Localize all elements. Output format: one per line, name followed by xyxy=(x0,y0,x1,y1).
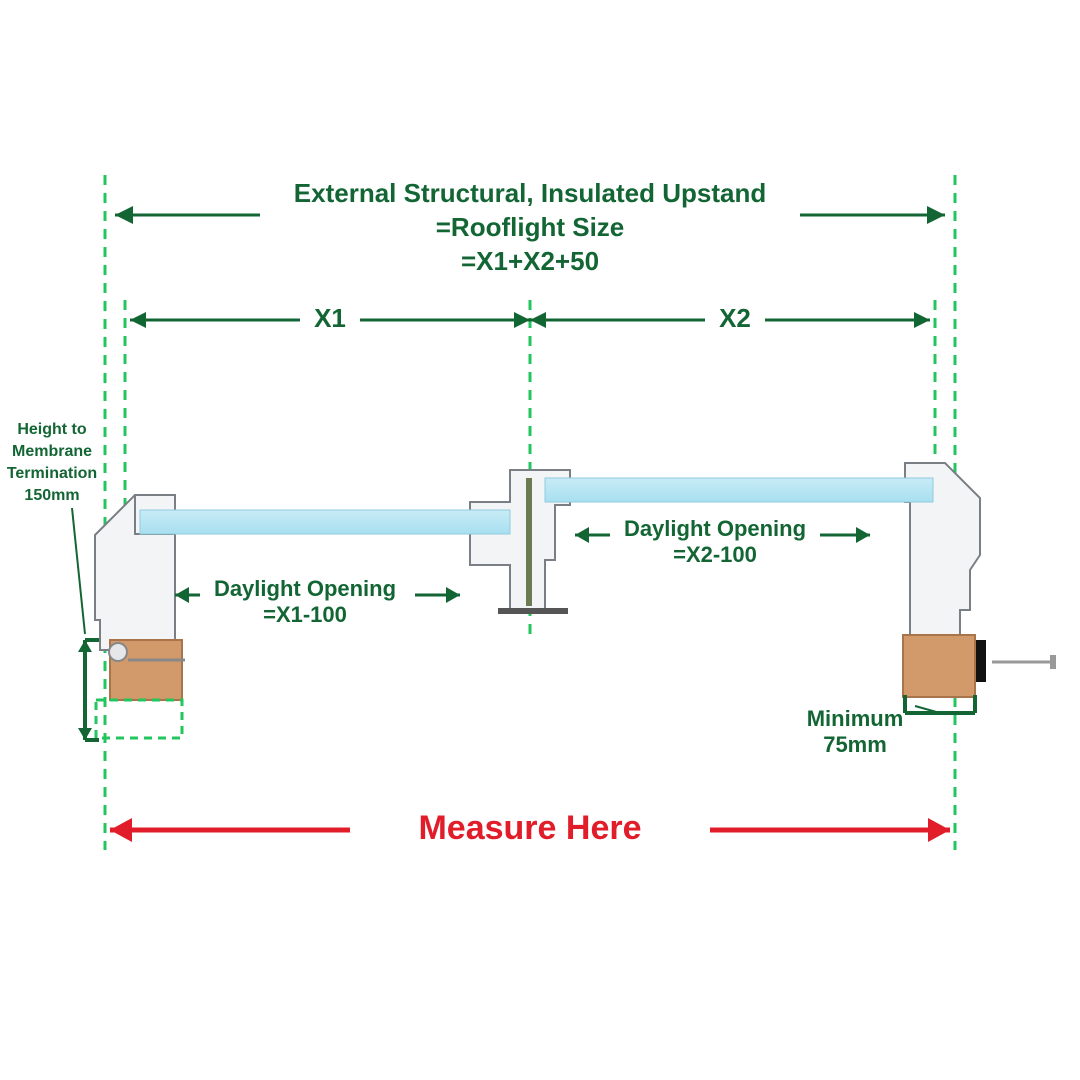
height-note-line: 150mm xyxy=(24,487,79,504)
title-line: External Structural, Insulated Upstand xyxy=(294,178,766,208)
glass-pane-left xyxy=(140,510,510,534)
minimum-note-line: 75mm xyxy=(823,732,887,757)
membrane-dashed-box xyxy=(96,700,182,738)
height-note-line: Height to xyxy=(17,421,87,438)
daylight-opening-right-line: =X2-100 xyxy=(673,542,757,567)
glass-pane-right xyxy=(545,478,933,502)
x1-label: X1 xyxy=(314,303,346,333)
upstand-wood-right xyxy=(903,635,975,697)
title-line: =X1+X2+50 xyxy=(461,246,599,276)
daylight-opening-right: Daylight Opening=X2-100 xyxy=(575,516,870,567)
title-line: =Rooflight Size xyxy=(436,212,625,242)
measure-here-dimension: Measure Here xyxy=(110,809,950,847)
daylight-opening-left-line: =X1-100 xyxy=(263,602,347,627)
daylight-opening-right-line: Daylight Opening xyxy=(624,516,806,541)
minimum-note-line: Minimum xyxy=(807,706,904,731)
minimum-width-note: Minimum75mm xyxy=(807,695,975,757)
height-to-membrane-note: Height to Membrane Termination 150mm xyxy=(7,421,99,740)
rooflight-section-diagram: External Structural, Insulated Upstand =R… xyxy=(0,0,1080,1080)
daylight-opening-left: Daylight Opening=X1-100 xyxy=(175,576,460,627)
height-note-line: Membrane xyxy=(12,443,92,460)
daylight-opening-left-line: Daylight Opening xyxy=(214,576,396,601)
height-note-line: Termination xyxy=(7,465,97,482)
x2-label: X2 xyxy=(719,303,751,333)
measure-here-label: Measure Here xyxy=(418,809,641,847)
overall-dimension: External Structural, Insulated Upstand =R… xyxy=(115,178,945,276)
